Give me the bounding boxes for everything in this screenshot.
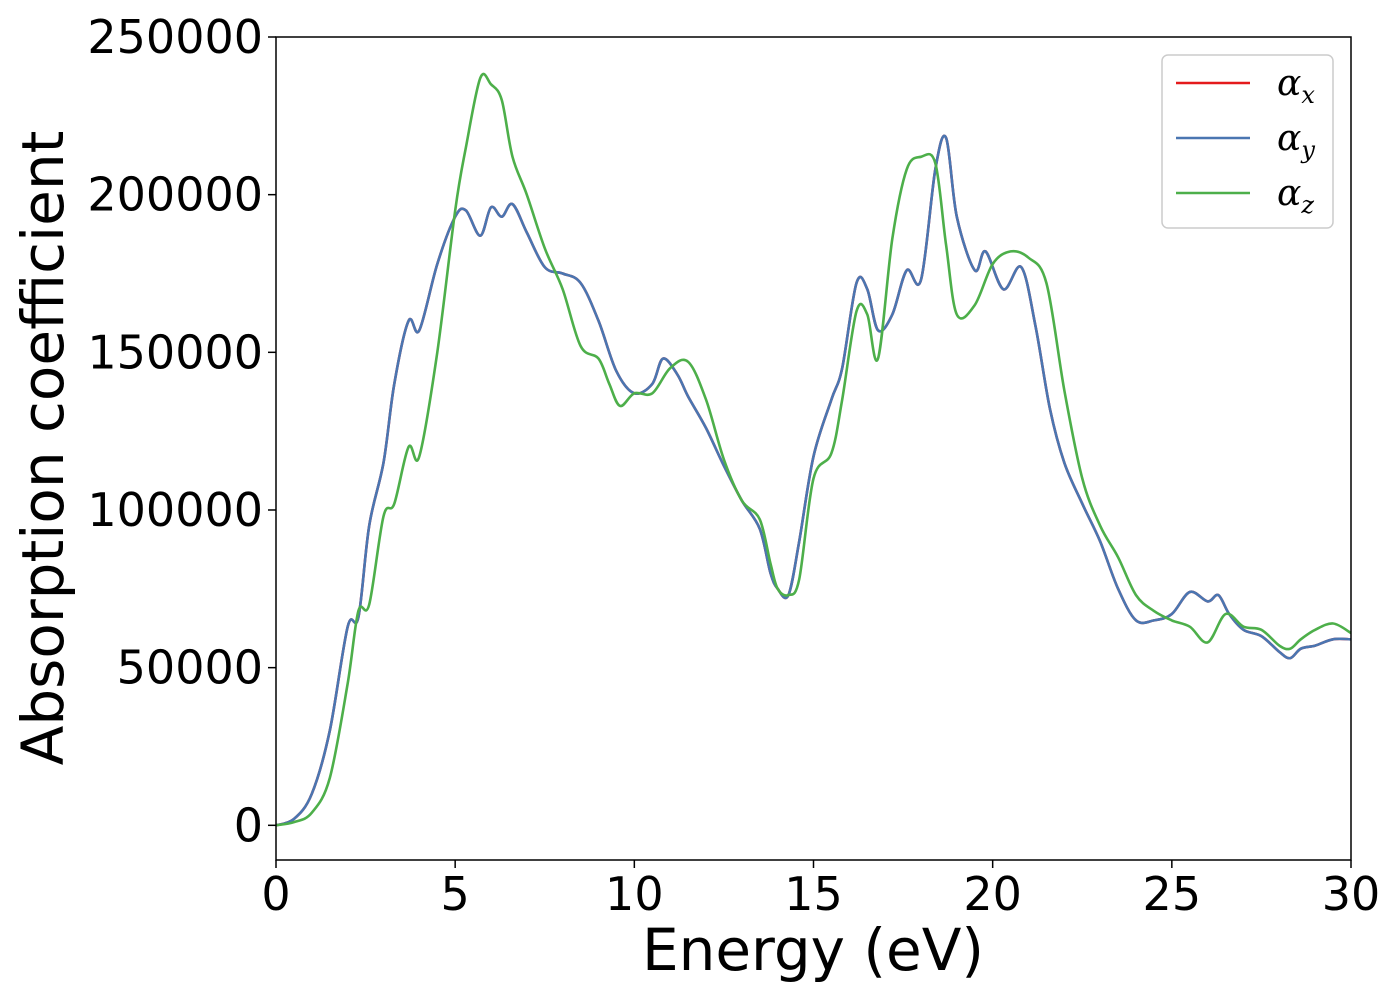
x-tick-label: 25 [1143,867,1202,921]
legend-label-z: αz [1277,173,1314,219]
legend-subscript: y [1300,136,1315,164]
x-tick-label: 10 [605,867,664,921]
legend-symbol: α [1277,63,1301,104]
legend-symbol: α [1277,118,1301,159]
x-tick-label: 0 [261,867,290,921]
x-tick-label: 20 [963,867,1022,921]
legend-label-x: αx [1277,63,1315,109]
legend-subscript: z [1300,191,1314,219]
legend-subscript: x [1301,81,1315,109]
legend-frame [1161,54,1334,229]
y-tick-label: 150000 [87,325,263,379]
y-tick-label: 200000 [87,168,263,222]
y-axis: 0 50000 100000 150000 200000 250000 [87,10,276,852]
x-tick-label: 15 [784,867,843,921]
y-tick-label: 0 [234,798,263,852]
y-tick-label: 250000 [87,10,263,64]
x-axis: 0 5 10 15 20 25 30 [261,860,1380,921]
series-line-y [275,134,1352,827]
legend-label-y: αy [1277,118,1315,164]
y-axis-title: Absorption coefficient [9,131,77,766]
series-line-z [275,72,1352,827]
x-tick-label: 30 [1322,867,1381,921]
x-axis-title: Energy (eV) [642,916,984,984]
y-tick-label: 50000 [117,641,263,695]
series-layer [275,72,1352,827]
y-tick-label: 100000 [87,483,263,537]
x-tick-label: 5 [441,867,470,921]
legend-symbol: α [1277,173,1301,214]
